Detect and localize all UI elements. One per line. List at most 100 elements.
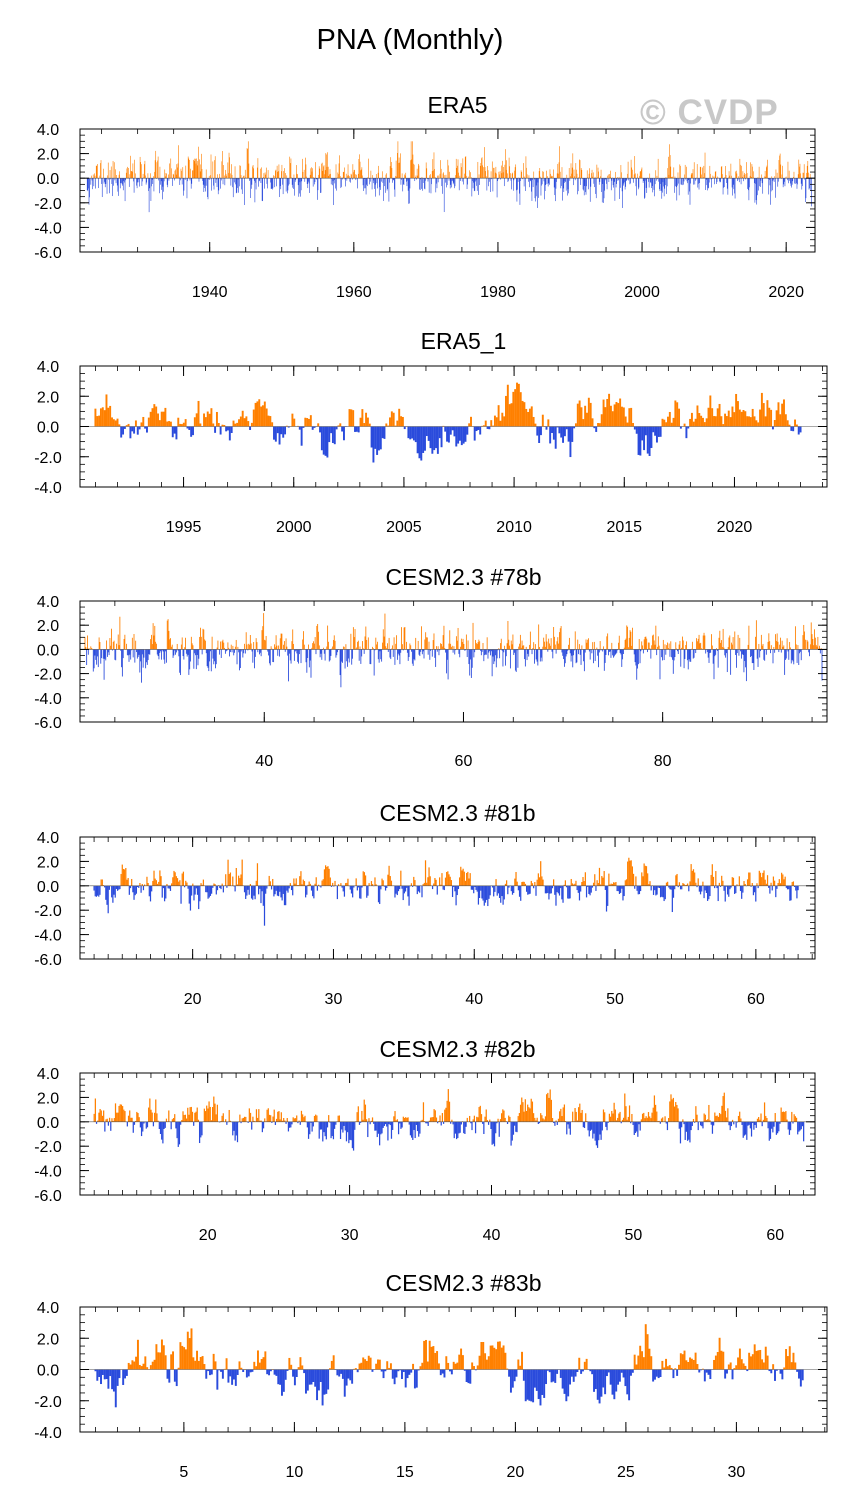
bar: [309, 883, 311, 886]
bar: [543, 1369, 546, 1398]
bar: [730, 885, 732, 888]
bar: [620, 1121, 622, 1124]
bar: [246, 148, 248, 179]
bar: [495, 649, 497, 668]
bar: [303, 1369, 306, 1374]
bar: [282, 178, 284, 195]
bar: [268, 649, 270, 656]
bar: [630, 159, 632, 179]
bar: [557, 163, 559, 179]
bar: [357, 641, 358, 650]
bar: [252, 166, 253, 179]
bar: [504, 645, 506, 650]
bar: [143, 164, 145, 179]
bar: [434, 1352, 437, 1370]
bar: [324, 1121, 326, 1137]
bar: [724, 177, 726, 179]
bar: [142, 1363, 145, 1370]
bar: [532, 648, 534, 650]
bar: [540, 649, 542, 658]
bar: [298, 178, 300, 197]
bar: [596, 1369, 599, 1400]
bar: [353, 1368, 355, 1370]
bar: [742, 1121, 744, 1138]
bar: [380, 177, 382, 179]
bar: [683, 1121, 685, 1125]
bar: [446, 872, 448, 886]
bar: [746, 162, 747, 179]
bar: [228, 647, 230, 650]
bar: [234, 166, 236, 179]
bar: [612, 882, 615, 886]
bar: [252, 409, 255, 427]
bar: [757, 177, 759, 179]
bar: [509, 1116, 511, 1122]
bar: [268, 875, 270, 886]
bar: [643, 639, 645, 650]
bar: [574, 883, 576, 886]
bar: [476, 644, 478, 650]
bar: [387, 425, 390, 427]
bar: [149, 1098, 151, 1122]
bar: [317, 178, 318, 200]
bar: [748, 1121, 750, 1125]
bar: [345, 1121, 348, 1142]
bar: [133, 1361, 136, 1370]
bar: [317, 1369, 320, 1391]
bar: [191, 885, 193, 896]
bar: [226, 649, 228, 651]
bar: [260, 406, 263, 427]
bar: [505, 169, 507, 179]
bar: [269, 881, 271, 886]
bar: [540, 861, 542, 886]
bar: [760, 649, 761, 652]
bar: [819, 645, 820, 650]
bar: [642, 645, 643, 650]
bar: [726, 178, 727, 183]
bar: [538, 877, 541, 886]
bar: [189, 885, 192, 911]
bar: [330, 173, 331, 179]
y-tick-label: 4.0: [37, 830, 59, 847]
bar: [266, 1109, 268, 1122]
y-tick-label: 0.0: [37, 642, 59, 659]
bar: [356, 174, 357, 179]
bar: [206, 649, 208, 667]
bar: [588, 885, 590, 894]
bar: [135, 1120, 137, 1122]
bar: [614, 178, 616, 201]
bar: [636, 1121, 638, 1132]
bar: [618, 1113, 620, 1122]
bar: [98, 637, 100, 650]
bar: [477, 1117, 479, 1122]
bar: [772, 1364, 775, 1370]
bar: [142, 1121, 144, 1132]
bar: [471, 178, 473, 197]
bar: [548, 638, 550, 650]
bar: [624, 416, 627, 427]
bar: [414, 1121, 416, 1139]
bar: [657, 426, 660, 437]
bar: [786, 1356, 789, 1370]
bar: [415, 885, 417, 887]
bar: [566, 174, 568, 179]
bar: [786, 885, 789, 890]
bar: [343, 885, 346, 897]
bar: [155, 880, 157, 886]
bar: [372, 178, 374, 184]
bar: [673, 167, 675, 179]
bar: [792, 881, 795, 886]
bar: [420, 178, 422, 180]
bar: [177, 1121, 179, 1147]
bar: [713, 1121, 715, 1126]
bar: [210, 649, 211, 652]
bar: [151, 634, 152, 650]
bar: [641, 1113, 644, 1122]
bar: [363, 178, 365, 189]
bar: [413, 876, 415, 886]
bar: [313, 641, 314, 650]
bar: [501, 412, 504, 427]
plot-frame: [79, 600, 828, 723]
bar: [775, 169, 777, 179]
bar: [440, 643, 442, 650]
